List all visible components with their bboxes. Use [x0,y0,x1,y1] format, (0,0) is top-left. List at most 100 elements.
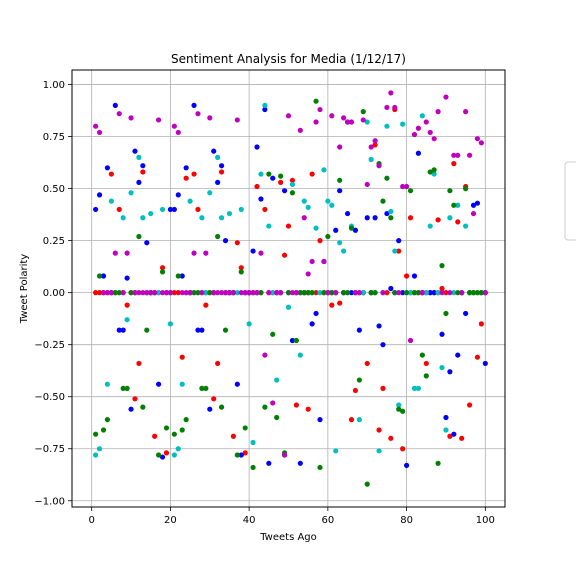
data-point [156,452,162,458]
data-point [238,206,244,213]
data-point [163,290,170,296]
data-point [431,290,437,296]
data-point [104,165,111,171]
data-point [356,290,362,296]
legend-box [564,161,576,241]
data-point [411,385,418,391]
data-point [258,290,264,296]
data-point [337,188,343,194]
data-point [407,290,414,296]
data-point [372,215,378,221]
data-point [321,258,327,265]
data-point [455,152,461,158]
data-point [274,290,280,296]
data-point [325,198,331,204]
data-point [238,265,244,271]
data-point [313,310,319,317]
data-point [474,290,481,296]
data-point [337,177,343,183]
data-point [136,360,142,367]
data-point [317,464,323,471]
data-point [96,446,103,452]
data-point [380,385,386,391]
data-point [451,202,457,208]
data-point [384,210,390,217]
data-point [278,173,284,179]
data-point [262,102,268,108]
data-point [207,290,213,296]
data-point [96,192,103,198]
data-point [419,113,425,119]
data-point [411,290,418,296]
data-point [443,310,449,317]
data-point [360,117,366,123]
data-point [246,321,252,327]
data-point [463,186,469,192]
data-point [266,223,272,229]
data-point [415,385,421,391]
data-point [171,290,177,296]
data-point [317,290,323,296]
data-point [289,181,296,188]
data-point [466,152,473,158]
data-point [179,381,185,387]
data-point [203,250,209,256]
data-point [384,123,390,129]
data-point [120,290,126,296]
data-point [400,121,406,127]
data-point [167,206,174,213]
data-point [128,406,134,412]
data-point [132,290,138,296]
data-point [439,290,445,296]
data-point [93,452,99,458]
data-point [474,200,481,206]
data-point [100,290,107,296]
data-point [104,381,111,387]
x-tick-label: 20 [164,515,177,526]
data-point [207,406,213,412]
data-point [474,354,481,360]
x-tick-label: 100 [476,515,495,526]
data-point [250,439,256,446]
data-point [447,369,453,375]
data-point [463,223,469,229]
data-point [93,123,99,129]
data-point [474,136,481,142]
data-point [470,290,477,296]
data-point [321,290,327,296]
data-point [152,433,158,439]
data-point [305,271,311,277]
data-point [411,273,418,279]
data-point [360,109,366,115]
data-point [175,273,181,279]
data-point [163,450,170,456]
data-point [159,454,166,460]
data-point [199,215,205,221]
data-point [250,290,256,296]
data-point [478,321,484,327]
data-point [199,385,205,391]
y-axis-label: Tweet Polarity [19,254,30,325]
data-point [100,427,107,433]
data-point [191,102,197,108]
data-point [175,192,181,198]
data-point [482,290,488,296]
data-point [183,290,189,296]
data-point [140,163,146,169]
data-point [466,290,473,296]
data-point [112,250,118,256]
data-point [447,433,453,439]
data-point [215,233,221,240]
data-point [451,290,457,296]
data-point [108,171,114,177]
data-point [313,119,319,125]
data-point [144,240,150,246]
data-point [120,327,126,333]
data-point [211,148,217,154]
data-point [470,202,477,208]
data-point [124,317,130,323]
data-point [144,290,150,296]
data-point [297,460,303,466]
data-point [443,414,449,421]
data-point [423,290,429,296]
